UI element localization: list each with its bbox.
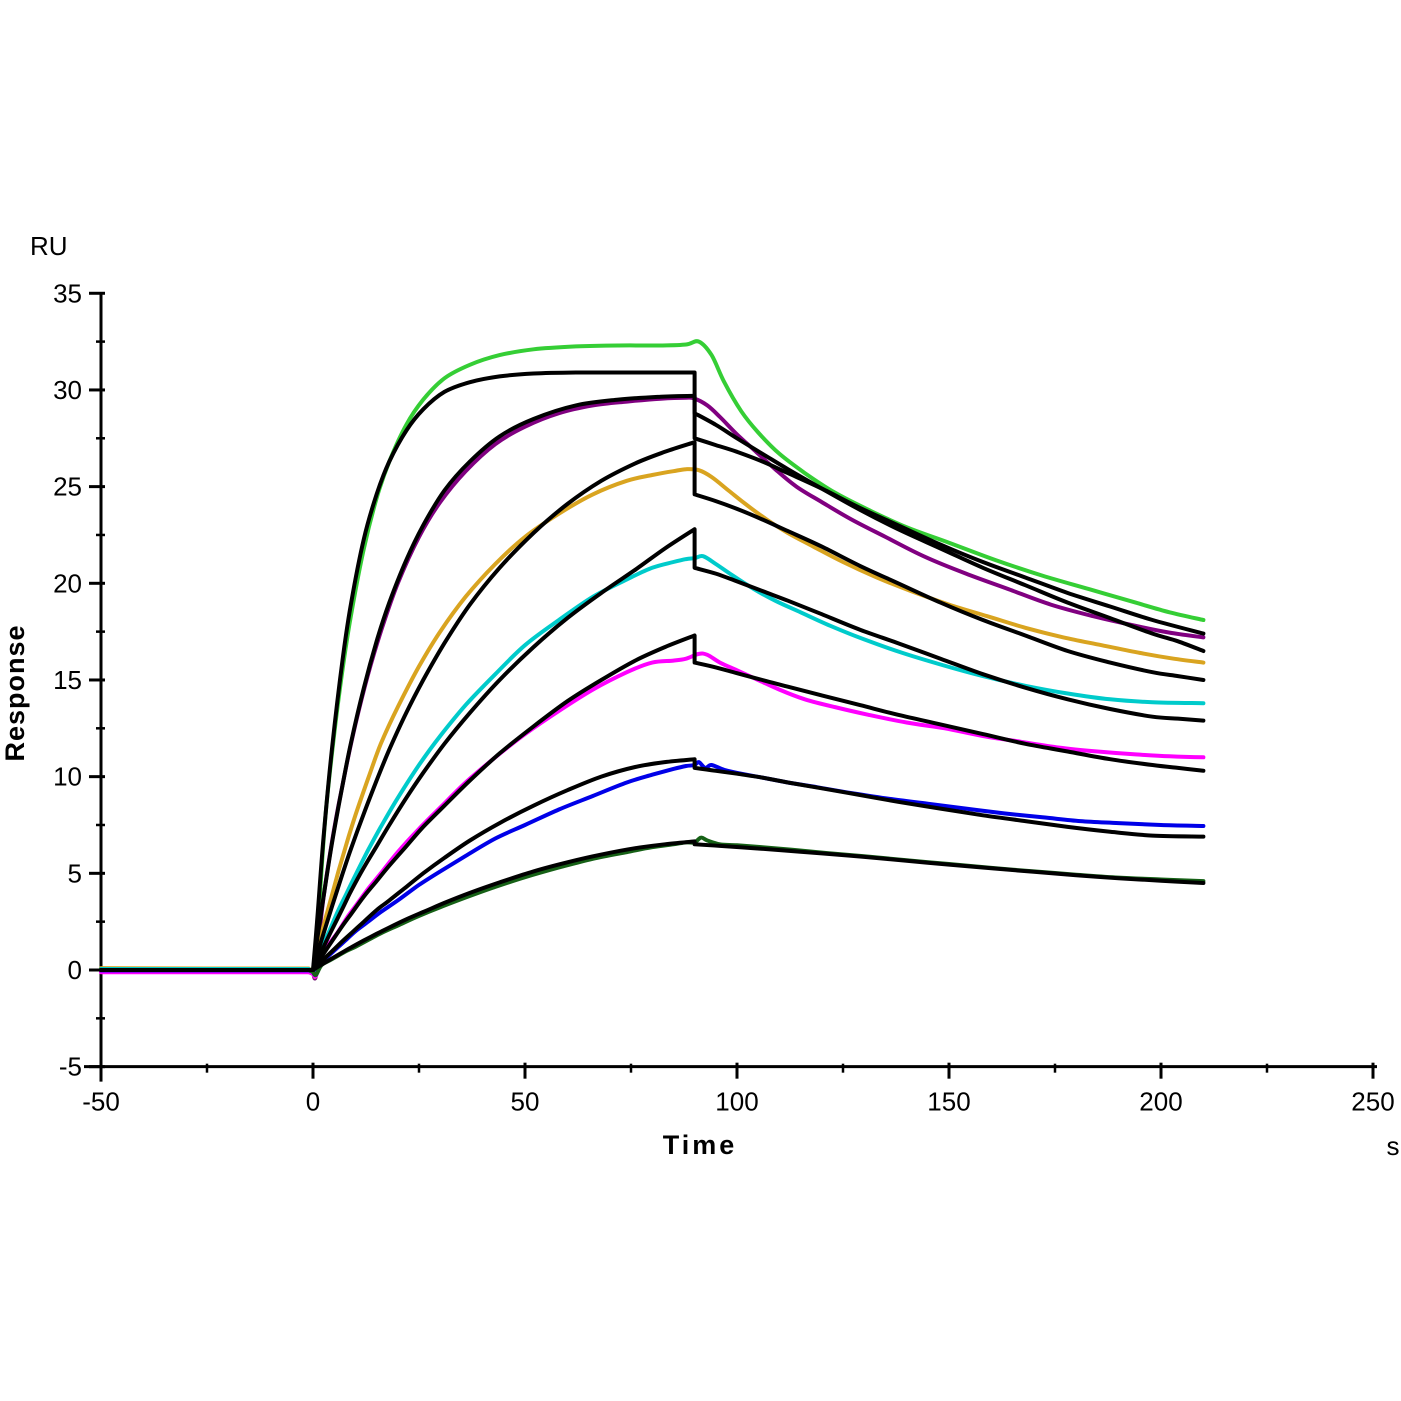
fit-curve-3 — [99, 440, 1206, 972]
y-tick-label: 5 — [68, 858, 82, 888]
x-tick-label: 0 — [306, 1087, 320, 1117]
y-tick-label: 35 — [53, 278, 82, 308]
data-curve-3-gold — [99, 467, 1206, 980]
x-axis-title: Time — [662, 1130, 738, 1160]
y-tick-label: -5 — [59, 1052, 82, 1082]
data-curve-4-cyan — [99, 554, 1206, 978]
fit-curve-1 — [99, 370, 1206, 972]
fit-curve-6 — [99, 757, 1206, 972]
x-tick-label: 50 — [511, 1087, 540, 1117]
data-curve-7-darkgreen — [99, 835, 1206, 978]
x-tick-label: -50 — [82, 1087, 120, 1117]
fit-curve-2 — [99, 393, 1206, 972]
y-tick-label: 30 — [53, 375, 82, 405]
x-tick-label: 250 — [1351, 1087, 1394, 1117]
data-curve-6-blue — [99, 760, 1206, 978]
y-tick-label: 0 — [68, 955, 82, 985]
data-curve-1-green — [99, 339, 1206, 981]
x-tick-label: 100 — [715, 1087, 758, 1117]
y-axis-unit-label: RU — [30, 231, 68, 261]
x-tick-label: 200 — [1139, 1087, 1182, 1117]
y-tick-label: 20 — [53, 568, 82, 598]
x-tick-label: 150 — [927, 1087, 970, 1117]
fit-curve-5 — [99, 633, 1206, 972]
y-tick-label: 10 — [53, 762, 82, 792]
y-axis-title: Response — [0, 624, 30, 762]
y-tick-label: 25 — [53, 472, 82, 502]
x-axis-unit-label: s — [1386, 1131, 1400, 1161]
y-tick-label: 15 — [53, 665, 82, 695]
fit-curve-7 — [99, 839, 1206, 972]
fit-curve-4 — [99, 527, 1206, 972]
